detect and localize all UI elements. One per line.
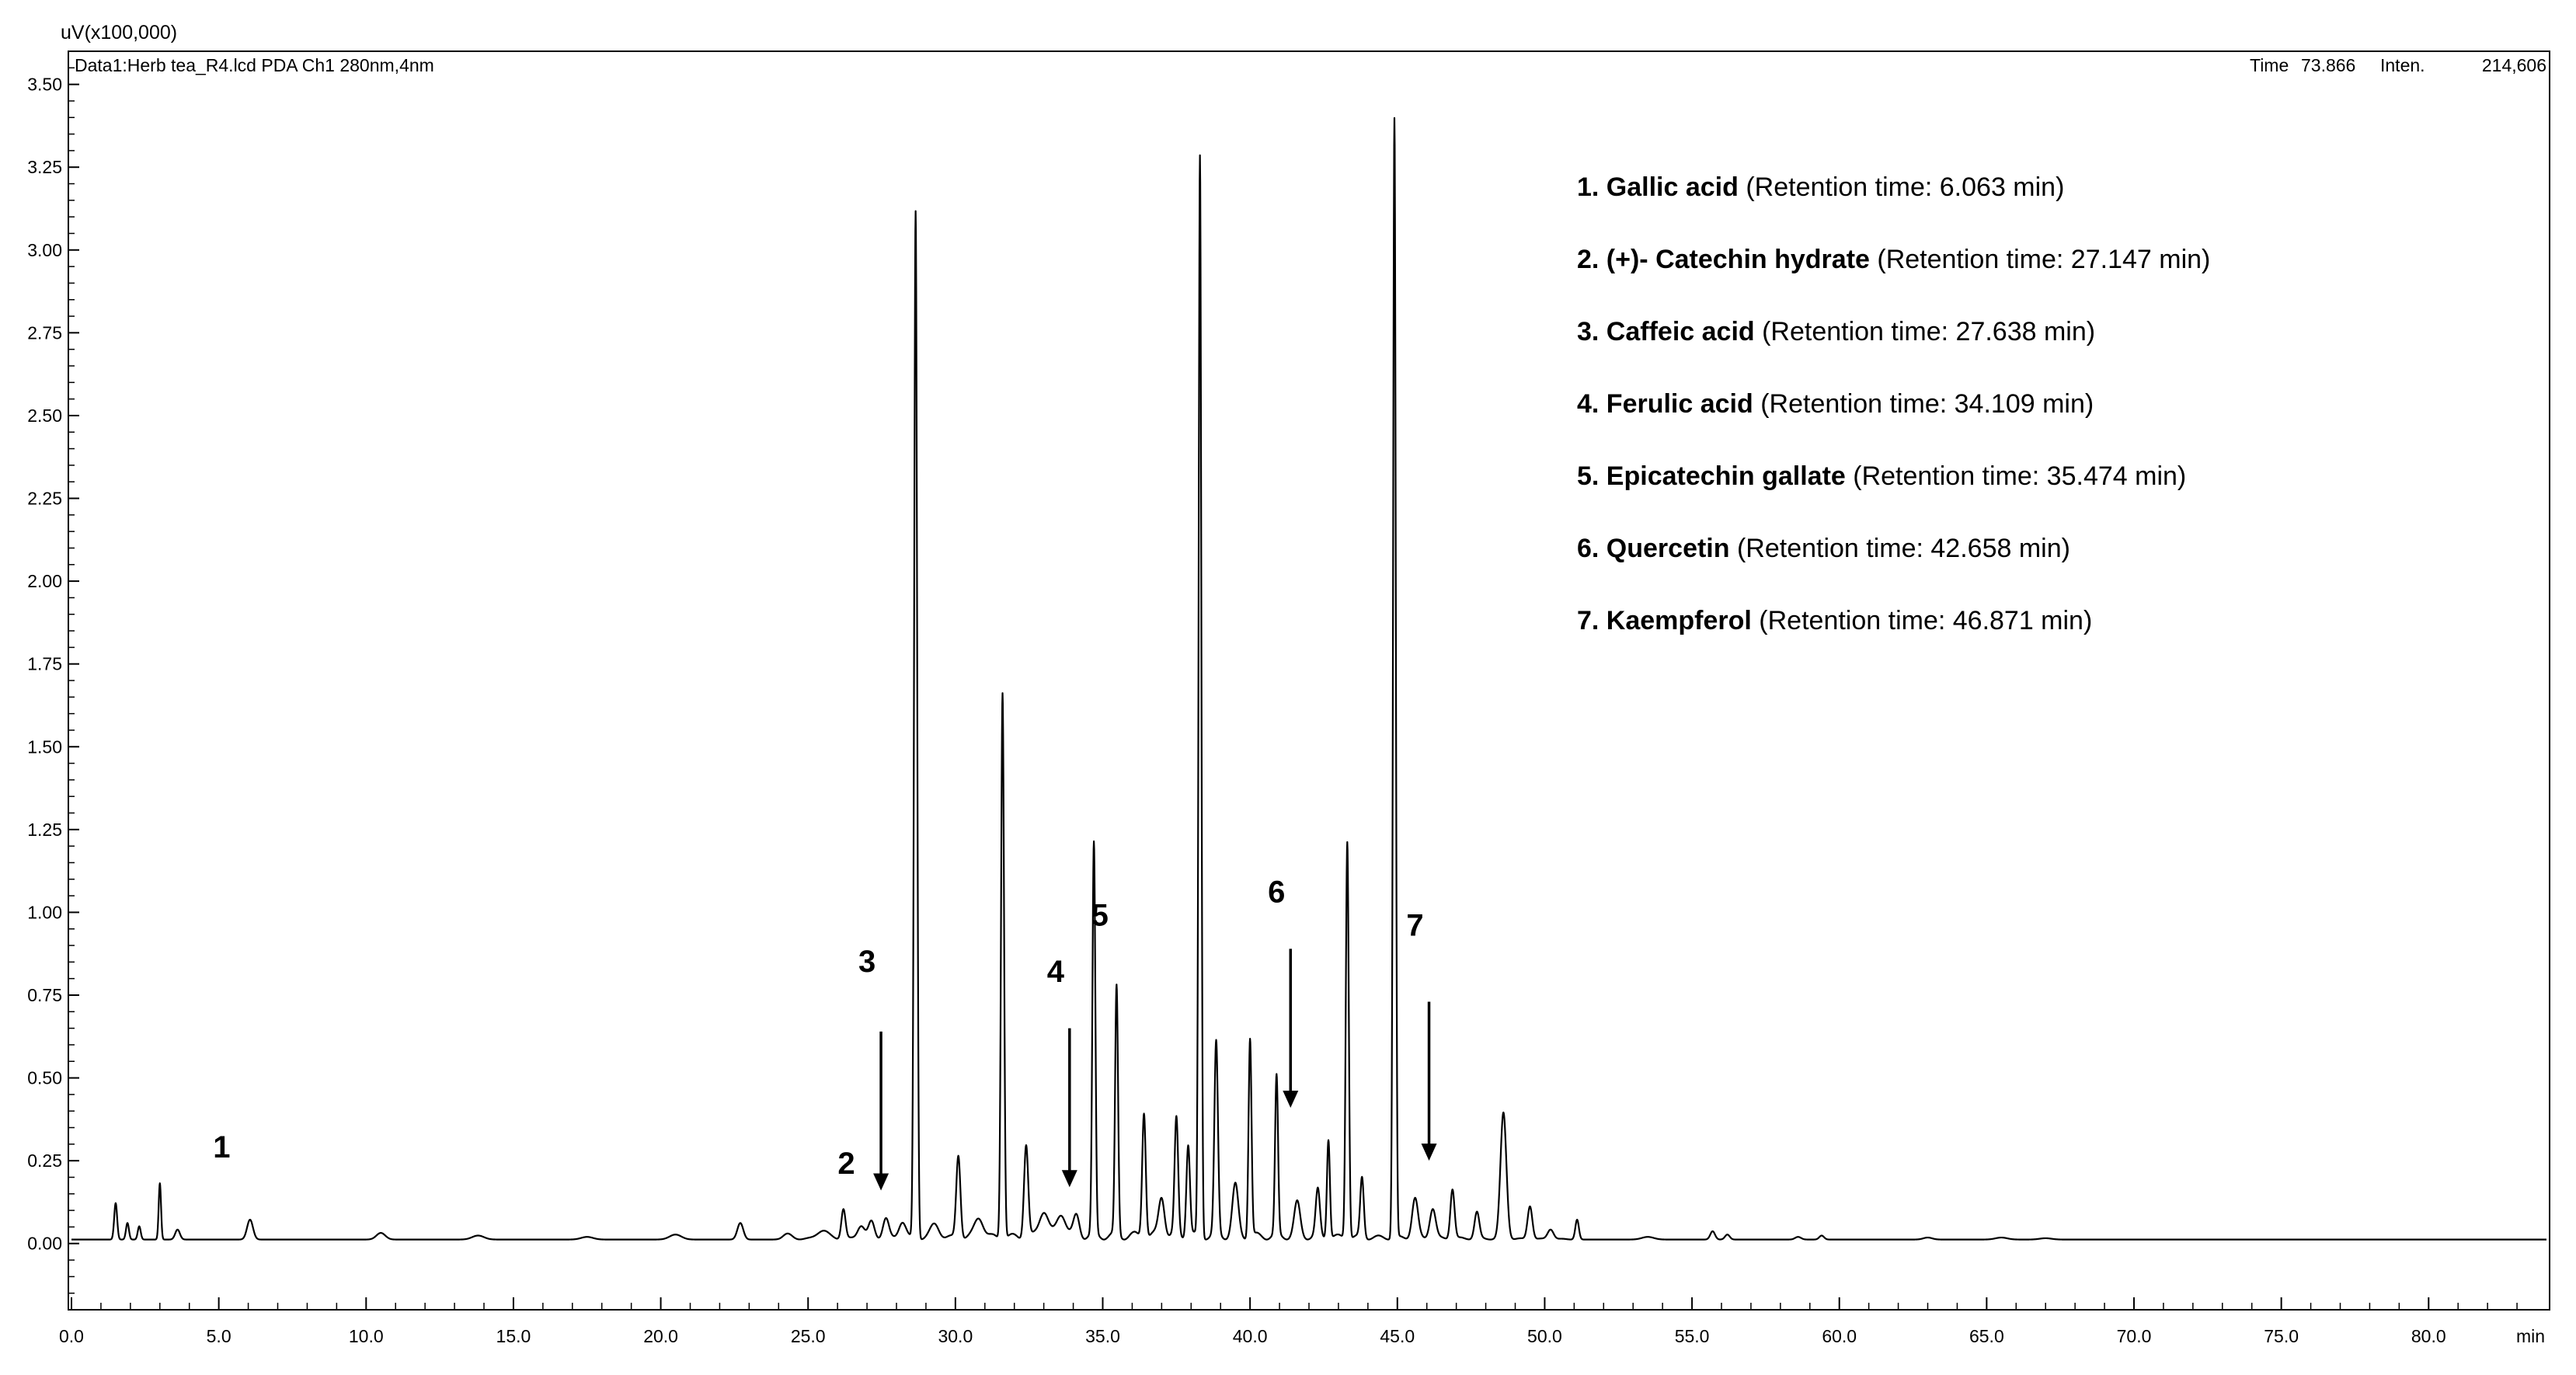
peak-number-label: 1	[213, 1130, 230, 1164]
y-tick-label: 0.50	[27, 1068, 62, 1088]
chromatogram-trace	[71, 117, 2547, 1241]
peak-number-label: 3	[858, 945, 875, 979]
legend-compound-name: 1. Gallic acid	[1577, 172, 1739, 202]
x-tick-label: 15.0	[496, 1326, 531, 1346]
x-tick-label: 25.0	[791, 1326, 826, 1346]
legend-retention-time: (Retention time: 34.109 min)	[1753, 389, 2094, 419]
y-tick-label: 1.00	[27, 902, 62, 922]
time-label: Time	[2250, 55, 2289, 75]
x-axis-label: min	[2516, 1326, 2545, 1346]
y-tick-label: 3.50	[27, 75, 62, 95]
x-tick-label: 0.0	[59, 1326, 84, 1346]
legend-entry: 5. Epicatechin gallate (Retention time: …	[1577, 461, 2186, 491]
legend-compound-name: 3. Caffeic acid	[1577, 317, 1755, 346]
x-tick-label: 60.0	[1822, 1326, 1857, 1346]
legend-retention-time: (Retention time: 27.147 min)	[1870, 245, 2210, 274]
y-tick-label: 3.00	[27, 240, 62, 260]
legend-entry: 3. Caffeic acid (Retention time: 27.638 …	[1577, 317, 2095, 346]
legend-entry: 6. Quercetin (Retention time: 42.658 min…	[1577, 534, 2070, 563]
inten-label: Inten.	[2380, 55, 2425, 75]
peak-arrow-head	[1061, 1170, 1077, 1188]
x-tick-label: 5.0	[207, 1326, 231, 1346]
x-tick-label: 35.0	[1085, 1326, 1120, 1346]
y-tick-label: 0.75	[27, 985, 62, 1005]
y-tick-label: 1.75	[27, 654, 62, 674]
peak-number-label: 5	[1091, 898, 1109, 932]
peak-number-label: 2	[837, 1147, 855, 1181]
peak-number-label: 6	[1268, 875, 1285, 910]
legend-compound-name: 4. Ferulic acid	[1577, 389, 1753, 419]
peak-arrow-head	[1421, 1144, 1437, 1161]
x-tick-label: 65.0	[1969, 1326, 2004, 1346]
y-tick-label: 0.00	[27, 1234, 62, 1254]
legend-entry: 4. Ferulic acid (Retention time: 34.109 …	[1577, 389, 2094, 419]
x-tick-label: 20.0	[643, 1326, 678, 1346]
y-tick-label: 1.50	[27, 736, 62, 757]
data-file-label: Data1:Herb tea_R4.lcd PDA Ch1 280nm,4nm	[75, 55, 434, 75]
legend-retention-time: (Retention time: 27.638 min)	[1755, 317, 2095, 346]
peak-arrow-head	[873, 1173, 889, 1191]
x-tick-label: 55.0	[1675, 1326, 1710, 1346]
legend-entry: 1. Gallic acid (Retention time: 6.063 mi…	[1577, 172, 2064, 202]
y-unit-label: uV(x100,000)	[61, 22, 177, 44]
x-tick-label: 75.0	[2264, 1326, 2299, 1346]
peak-annotations: 1 2 3 45 6 7	[213, 875, 1437, 1191]
x-tick-label: 45.0	[1380, 1326, 1415, 1346]
x-tick-label: 80.0	[2411, 1326, 2446, 1346]
legend-compound-name: 5. Epicatechin gallate	[1577, 461, 1846, 491]
legend-entry: 7. Kaempferol (Retention time: 46.871 mi…	[1577, 606, 2092, 635]
x-tick-label: 10.0	[349, 1326, 384, 1346]
time-value: 73.866	[2301, 55, 2355, 75]
peak-number-label: 7	[1406, 908, 1423, 942]
legend-retention-time: (Retention time: 35.474 min)	[1846, 461, 2186, 491]
legend-compound-name: 7. Kaempferol	[1577, 606, 1752, 635]
y-tick-label: 3.25	[27, 157, 62, 177]
peak-arrow-head	[1283, 1090, 1299, 1108]
x-tick-label: 70.0	[2117, 1326, 2152, 1346]
peak-number-label: 4	[1047, 955, 1065, 989]
x-tick-label: 30.0	[938, 1326, 973, 1346]
inten-value: 214,606	[2482, 55, 2546, 75]
x-tick-label: 40.0	[1233, 1326, 1268, 1346]
y-tick-label: 1.25	[27, 820, 62, 840]
legend-retention-time: (Retention time: 42.658 min)	[1730, 534, 2070, 563]
legend-compound-name: 6. Quercetin	[1577, 534, 1730, 563]
x-tick-label: 50.0	[1527, 1326, 1562, 1346]
y-tick-label: 0.25	[27, 1150, 62, 1171]
y-tick-label: 2.25	[27, 489, 62, 509]
compound-legend: 1. Gallic acid (Retention time: 6.063 mi…	[1577, 172, 2210, 635]
y-tick-label: 2.75	[27, 322, 62, 343]
legend-entry: 2. (+)- Catechin hydrate (Retention time…	[1577, 245, 2210, 274]
y-tick-label: 2.00	[27, 571, 62, 591]
legend-retention-time: (Retention time: 46.871 min)	[1752, 606, 2092, 635]
legend-retention-time: (Retention time: 6.063 min)	[1739, 172, 2065, 202]
y-tick-label: 2.50	[27, 406, 62, 426]
y-axis: 0.00 0.25 0.50 0.75 1.00 1.25 1.50 1.75 2.00 2.25…	[27, 67, 79, 1294]
x-axis: 0.0 5.0 10.0 15.0 20.0 25.0 30.0 35.0 40.0 45.0 50…	[59, 1297, 2545, 1346]
legend-compound-name: 2. (+)- Catechin hydrate	[1577, 245, 1870, 274]
